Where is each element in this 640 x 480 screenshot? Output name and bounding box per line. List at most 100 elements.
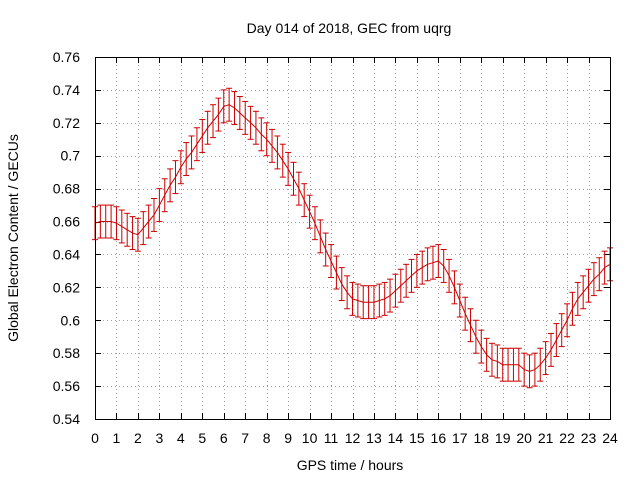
x-tick-label: 11 xyxy=(324,430,339,446)
y-tick-label: 0.76 xyxy=(53,49,80,65)
x-tick-label: 22 xyxy=(559,430,575,446)
error-bar xyxy=(156,188,163,223)
error-bar xyxy=(456,283,463,318)
x-tick-label: 21 xyxy=(538,430,554,446)
x-tick-label: 15 xyxy=(409,430,425,446)
error-bar xyxy=(118,209,125,244)
error-bar xyxy=(242,100,249,135)
error-bar xyxy=(210,104,217,139)
error-bar xyxy=(574,281,581,316)
x-tick-label: 12 xyxy=(345,430,361,446)
error-bar xyxy=(199,119,206,153)
error-bar xyxy=(226,87,233,122)
error-bar xyxy=(408,258,415,293)
y-tick-label: 0.6 xyxy=(61,312,81,328)
y-tick-label: 0.58 xyxy=(53,345,80,361)
axis-ticks xyxy=(95,57,611,420)
x-axis-label: GPS time / hours xyxy=(297,457,404,473)
error-bar xyxy=(134,217,141,252)
error-bar xyxy=(285,151,292,186)
error-bar xyxy=(515,347,522,382)
x-tick-label: 10 xyxy=(302,430,318,446)
error-bar xyxy=(462,296,469,331)
x-tick-label: 13 xyxy=(366,430,382,446)
error-bar xyxy=(585,268,592,303)
chart-title: Day 014 of 2018, GEC from uqrg xyxy=(247,20,452,36)
error-bar xyxy=(392,273,399,308)
error-bar xyxy=(113,206,120,241)
error-bar xyxy=(580,275,587,310)
plot-frame xyxy=(95,57,611,420)
error-bar xyxy=(183,142,190,176)
error-bar xyxy=(387,278,394,313)
x-tick-label: 9 xyxy=(284,430,292,446)
error-bar xyxy=(333,255,340,290)
error-bar xyxy=(344,275,351,310)
error-bar xyxy=(354,283,361,318)
error-bar xyxy=(397,268,404,303)
x-tick-label: 19 xyxy=(495,430,511,446)
error-bar xyxy=(258,117,265,152)
x-tick-label: 17 xyxy=(452,430,468,446)
error-bar xyxy=(140,211,147,246)
error-bar xyxy=(167,168,174,203)
x-tick-label: 0 xyxy=(91,430,99,446)
error-bar xyxy=(161,178,168,213)
error-bar xyxy=(301,183,308,218)
error-bar xyxy=(569,291,576,326)
error-bar xyxy=(220,89,227,124)
error-bar xyxy=(424,247,431,282)
error-bar xyxy=(290,161,297,196)
error-bar xyxy=(488,342,495,377)
error-bar xyxy=(338,267,345,302)
error-bar xyxy=(483,337,490,372)
error-bar xyxy=(306,194,313,229)
error-bar xyxy=(311,206,318,241)
error-bar xyxy=(215,97,222,132)
error-bar xyxy=(124,212,131,247)
error-bar xyxy=(349,281,356,316)
y-tick-label: 0.56 xyxy=(53,378,80,394)
error-bar xyxy=(295,171,302,206)
y-tick-label: 0.72 xyxy=(53,115,80,131)
x-tick-label: 23 xyxy=(581,430,597,446)
x-tick-label: 7 xyxy=(241,430,249,446)
error-bar xyxy=(177,150,184,185)
error-bar xyxy=(419,250,426,285)
error-bar xyxy=(231,91,238,125)
error-bar xyxy=(204,110,211,145)
x-tick-label: 1 xyxy=(113,430,121,446)
error-bar xyxy=(521,352,528,387)
error-bar xyxy=(440,249,447,283)
series-layer xyxy=(92,87,613,389)
error-bar xyxy=(172,160,179,195)
error-bar xyxy=(553,323,560,357)
x-tick-label: 24 xyxy=(602,430,618,446)
error-bar xyxy=(499,347,506,382)
x-tick-label: 5 xyxy=(198,430,206,446)
y-tick-label: 0.66 xyxy=(53,214,80,230)
error-bar xyxy=(370,285,377,320)
error-bar xyxy=(451,270,458,305)
series-line xyxy=(94,104,611,372)
error-bar xyxy=(365,285,372,320)
error-bar xyxy=(446,258,453,293)
error-bar xyxy=(505,347,512,382)
y-axis-label: Global Electron Content / GECUs xyxy=(5,134,21,342)
x-tick-label: 16 xyxy=(431,430,447,446)
x-tick-label: 4 xyxy=(177,430,185,446)
error-bar xyxy=(263,122,270,157)
x-tick-label: 18 xyxy=(473,430,489,446)
x-tick-labels: 0 1 2 3 4 5 6 7 8 9 10 11 12 13 14 15 16 17 18 19 20 21 22 23 24 xyxy=(91,430,618,446)
error-bar xyxy=(558,313,565,348)
error-bar xyxy=(193,127,200,162)
error-bar xyxy=(510,347,517,382)
error-bar xyxy=(590,262,597,297)
x-tick-label: 3 xyxy=(155,430,163,446)
error-bar xyxy=(328,244,335,278)
x-tick-label: 6 xyxy=(220,430,228,446)
error-bar xyxy=(322,232,329,267)
error-bar xyxy=(526,354,533,389)
error-bar xyxy=(601,250,608,285)
error-bar xyxy=(252,110,259,145)
